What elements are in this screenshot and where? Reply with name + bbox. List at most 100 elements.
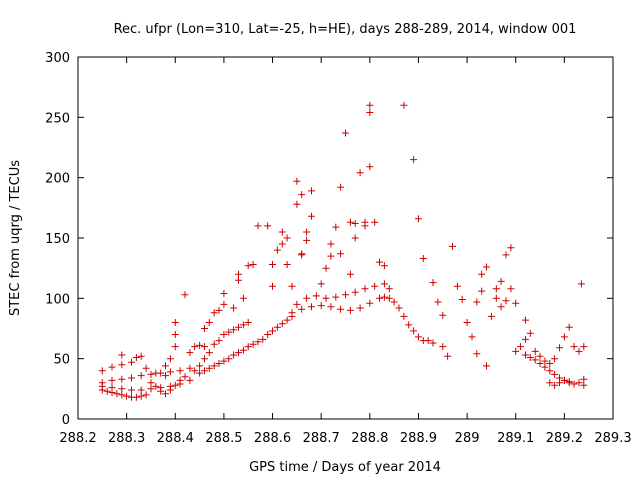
data-point: [546, 367, 554, 375]
data-point: [531, 356, 539, 364]
data-point: [580, 381, 588, 389]
data-point: [468, 333, 476, 341]
data-point: [298, 305, 306, 313]
data-point: [458, 296, 466, 303]
y-tick-labels: 0 50 100 150 200 250 300: [45, 51, 70, 428]
data-point: [166, 386, 174, 394]
data-point: [196, 369, 204, 377]
data-point: [575, 347, 583, 355]
data-point: [487, 312, 495, 320]
data-point: [137, 372, 145, 380]
x-tick-label: 288.4: [157, 431, 194, 446]
data-point: [235, 349, 242, 357]
data-point: [128, 358, 135, 366]
data-point: [560, 376, 568, 384]
data-point: [259, 335, 267, 343]
data-point: [288, 282, 296, 290]
y-tick-label: 100: [45, 292, 70, 307]
data-point: [337, 250, 345, 258]
data-point: [376, 258, 383, 266]
data-point: [327, 240, 335, 248]
data-point: [473, 298, 481, 306]
data-point: [220, 300, 228, 308]
data-point: [531, 347, 539, 355]
data-point: [342, 291, 349, 299]
data-point: [577, 280, 585, 288]
data-point: [429, 279, 437, 287]
data-point: [570, 343, 578, 351]
data-point: [308, 303, 315, 311]
data-point: [269, 261, 276, 268]
data-point: [235, 276, 242, 284]
data-point: [337, 183, 345, 191]
data-point: [332, 293, 340, 301]
data-point: [342, 129, 349, 137]
data-point: [98, 379, 106, 387]
data-point: [249, 261, 257, 268]
data-point: [186, 376, 194, 384]
data-point: [502, 251, 510, 259]
data-point: [419, 255, 427, 262]
data-point: [380, 293, 388, 301]
data-point: [483, 362, 490, 370]
data-point: [220, 331, 228, 338]
data-point: [166, 355, 174, 363]
data-point: [210, 340, 218, 348]
data-point: [560, 333, 568, 341]
data-point: [512, 347, 520, 355]
data-point: [522, 316, 529, 324]
data-point: [225, 328, 233, 336]
data-point: [108, 384, 116, 392]
data-point: [264, 331, 272, 338]
data-point: [546, 379, 554, 387]
data-point: [517, 343, 525, 351]
data-point: [142, 391, 150, 399]
data-point: [278, 228, 286, 236]
data-point: [400, 312, 408, 320]
data-point: [254, 338, 262, 346]
data-point: [205, 349, 213, 357]
data-point: [205, 319, 213, 326]
data-point: [371, 218, 379, 226]
x-tick-labels: 288.2 288.3 288.4 288.5 288.6 288.7 288.8 288.9…: [59, 431, 631, 446]
data-point: [565, 323, 573, 331]
data-point: [507, 285, 515, 293]
data-point: [186, 364, 194, 372]
data-point: [176, 376, 184, 384]
data-point: [526, 354, 534, 361]
data-point: [556, 344, 563, 352]
data-point: [108, 376, 116, 384]
data-point: [322, 294, 330, 302]
data-point: [449, 242, 456, 250]
data-point: [380, 262, 388, 270]
data-point: [322, 264, 330, 272]
data-point: [181, 291, 189, 299]
data-point: [118, 375, 126, 383]
data-point: [327, 252, 335, 260]
data-point: [483, 263, 490, 271]
x-tick-label: 288.5: [205, 431, 242, 446]
data-point: [128, 386, 135, 394]
data-point: [444, 352, 452, 360]
data-point: [312, 292, 320, 300]
y-tick-label: 300: [45, 51, 70, 66]
data-point: [235, 270, 242, 278]
data-point: [439, 343, 447, 351]
data-point: [210, 309, 218, 317]
data-point: [230, 326, 238, 334]
data-point: [244, 343, 252, 351]
x-axis-label: GPS time / Days of year 2014: [249, 460, 441, 475]
data-point: [171, 319, 179, 326]
data-point: [424, 337, 432, 345]
data-point: [410, 327, 418, 335]
data-point: [239, 321, 247, 329]
data-point: [361, 285, 369, 293]
data-point: [556, 379, 563, 387]
data-point: [356, 169, 364, 177]
data-point: [337, 305, 345, 313]
data-point: [171, 343, 179, 351]
data-point: [366, 299, 374, 307]
data-point: [502, 297, 510, 305]
data-points: [98, 101, 588, 401]
